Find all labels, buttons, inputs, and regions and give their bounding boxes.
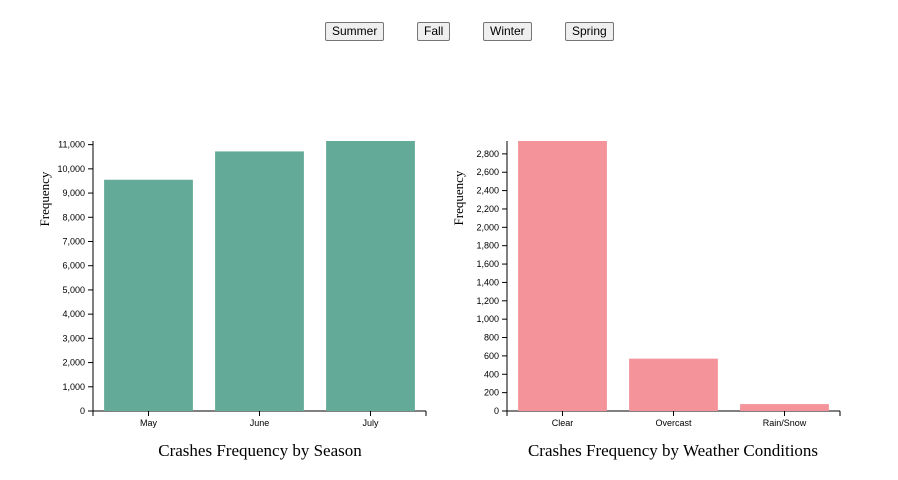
weather-y-tick-label: 2,000 [476,222,499,232]
season-y-tick-label: 0 [80,406,85,416]
weather-y-tick-label: 0 [494,406,499,416]
weather-bar-rain-snow [740,404,829,411]
weather-y-tick-label: 1,600 [476,259,499,269]
weather-y-tick-label: 1,200 [476,296,499,306]
season-bar-may [104,179,193,411]
weather-y-axis: 0 200 400 600 800 1,000 1,200 1,400 1,600 1,800 2,… [476,141,508,416]
weather-y-tick-label: 2,600 [476,167,499,177]
weather-y-tick-label: 600 [484,351,499,361]
season-x-tick-label: July [362,418,379,428]
season-x-tick-label: May [140,418,158,428]
season-y-tick-label: 4,000 [62,309,85,319]
season-bar-june [215,151,304,412]
season-y-tick-label: 2,000 [62,358,85,368]
weather-y-tick-label: 2,400 [476,186,499,196]
winter-button[interactable]: Winter [483,22,532,41]
season-y-tick-label: 6,000 [62,261,85,271]
season-y-tick-label: 10,000 [57,164,85,174]
season-bars [104,141,415,412]
season-y-axis-label: Frequency [37,171,52,226]
weather-x-tick-label: Rain/Snow [763,418,807,428]
season-y-axis: 0 1,000 2,000 3,000 4,000 5,000 6,000 7,000 8,00… [57,140,94,416]
weather-y-tick-label: 1,400 [476,277,499,287]
season-y-tick-label: 9,000 [62,188,85,198]
weather-y-tick-label: 2,200 [476,204,499,214]
season-button-row: Summer Fall Winter Spring [0,22,898,42]
season-y-tick-label: 11,000 [58,140,85,150]
spring-button[interactable]: Spring [565,22,614,41]
season-x-tick-label: June [250,418,270,428]
weather-y-tick-label: 1,800 [476,241,499,251]
weather-x-tick-label: Overcast [655,418,692,428]
season-x-axis: May June July [92,410,427,428]
fall-button[interactable]: Fall [417,22,451,41]
summer-button[interactable]: Summer [325,22,385,41]
weather-y-tick-label: 2,800 [476,149,499,159]
weather-y-tick-label: 1,000 [476,314,499,324]
season-chart-title: Crashes Frequency by Season [158,441,362,460]
season-bar-july [326,141,415,411]
weather-bars [518,141,829,411]
weather-x-axis: Clear Overcast Rain/Snow [506,410,841,428]
season-y-tick-label: 5,000 [62,285,85,295]
season-y-tick-label: 1,000 [62,382,85,392]
season-y-tick-label: 8,000 [62,212,85,222]
weather-y-tick-label: 400 [484,369,499,379]
weather-y-axis-label: Frequency [451,170,466,225]
weather-y-tick-label: 200 [484,388,499,398]
weather-bar-clear [518,141,607,411]
season-y-tick-label: 3,000 [62,333,85,343]
weather-x-tick-label: Clear [552,418,574,428]
weather-chart-title: Crashes Frequency by Weather Conditions [528,441,818,460]
weather-y-tick-label: 800 [484,333,499,343]
season-y-tick-label: 7,000 [62,236,85,246]
weather-bar-overcast [629,358,718,411]
